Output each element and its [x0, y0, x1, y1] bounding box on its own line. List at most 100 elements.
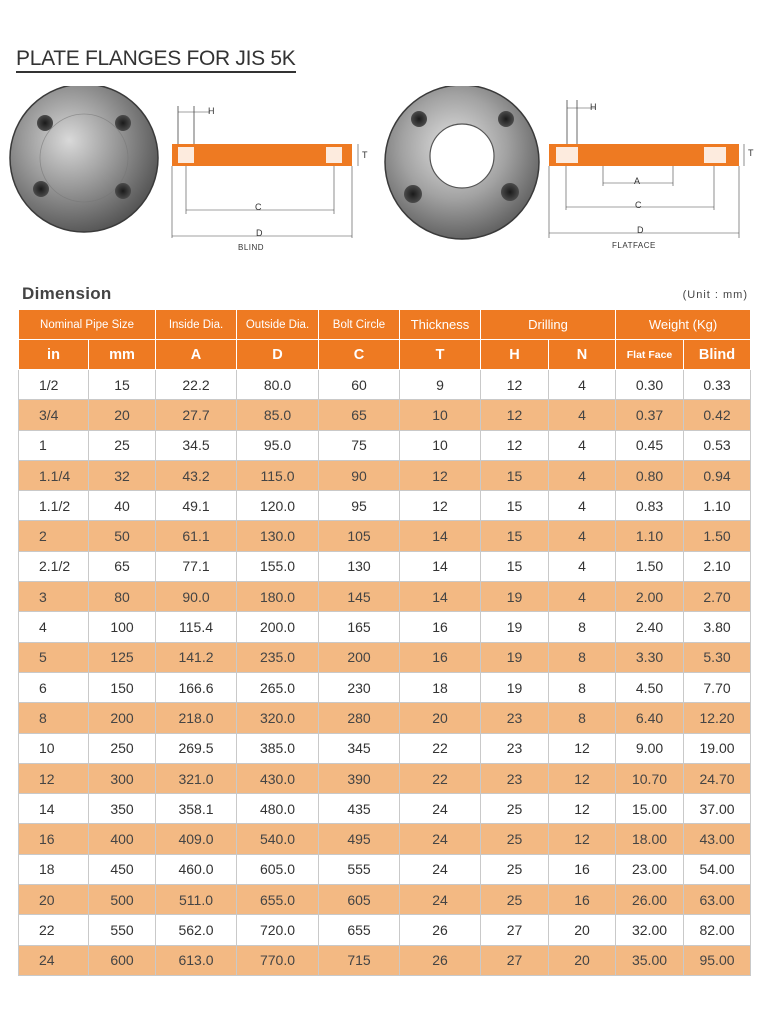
cell-drill-n: 4 [547, 520, 617, 552]
cell-thickness: 10 [399, 429, 481, 461]
header-blind: Blind [683, 339, 752, 370]
cell-mm: 450 [88, 853, 156, 886]
cell-weight-blind: 0.42 [683, 399, 752, 431]
cell-in: 16 [18, 823, 89, 855]
cell-bolt-circle: 435 [318, 793, 400, 825]
blind-section-drawing: H T C D BLIND [171, 106, 368, 252]
cell-mm: 100 [88, 611, 156, 643]
cell-in: 1.1/4 [18, 459, 89, 492]
flatface-a-label: A [634, 176, 640, 186]
cell-drill-n: 20 [547, 944, 617, 976]
cell-mm: 400 [88, 823, 156, 855]
cell-drill-h: 25 [480, 853, 549, 886]
cell-weight-blind: 37.00 [683, 793, 752, 825]
cell-inside-dia: 562.0 [155, 914, 237, 946]
flatface-h-label: H [590, 102, 597, 112]
cell-weight-blind: 12.20 [683, 702, 752, 734]
cell-inside-dia: 460.0 [155, 853, 237, 886]
cell-drill-h: 23 [480, 702, 549, 734]
cell-bolt-circle: 130 [318, 550, 400, 583]
cell-weight-flat-face: 23.00 [615, 853, 685, 886]
cell-mm: 32 [88, 459, 156, 492]
header-t: T [399, 339, 481, 370]
cell-outside-dia: 200.0 [236, 611, 319, 643]
table-row: 8 200 218.0 320.0 280 20 23 8 6.40 12.20 [18, 702, 752, 734]
cell-thickness: 20 [399, 702, 481, 734]
cell-outside-dia: 480.0 [236, 793, 319, 825]
cell-drill-h: 25 [480, 884, 549, 916]
cell-in: 6 [18, 671, 89, 704]
cell-weight-flat-face: 1.10 [615, 520, 685, 552]
cell-bolt-circle: 200 [318, 641, 400, 673]
cell-bolt-circle: 555 [318, 853, 400, 886]
cell-weight-flat-face: 1.50 [615, 550, 685, 583]
cell-weight-flat-face: 0.30 [615, 368, 685, 401]
cell-weight-flat-face: 35.00 [615, 944, 685, 976]
cell-inside-dia: 90.0 [155, 581, 237, 613]
cell-inside-dia: 115.4 [155, 611, 237, 643]
header-inside-dia: Inside Dia. [155, 309, 237, 340]
cell-drill-h: 12 [480, 368, 549, 401]
cell-weight-flat-face: 9.00 [615, 732, 685, 764]
cell-drill-n: 8 [547, 702, 617, 734]
cell-in: 1/2 [18, 368, 89, 401]
header-nominal-pipe-size: Nominal Pipe Size [18, 309, 156, 340]
header-weight: Weight (Kg) [615, 309, 752, 340]
cell-bolt-circle: 345 [318, 732, 400, 764]
cell-drill-h: 15 [480, 459, 549, 492]
cell-outside-dia: 95.0 [236, 429, 319, 461]
cell-weight-blind: 3.80 [683, 611, 752, 643]
cell-inside-dia: 141.2 [155, 641, 237, 673]
cell-weight-flat-face: 2.00 [615, 581, 685, 613]
header-outside-dia: Outside Dia. [236, 309, 319, 340]
cell-bolt-circle: 605 [318, 884, 400, 916]
cell-bolt-circle: 95 [318, 490, 400, 522]
table-row: 22 550 562.0 720.0 655 26 27 20 32.00 82.00 [18, 914, 752, 946]
cell-weight-flat-face: 2.40 [615, 611, 685, 643]
cell-outside-dia: 720.0 [236, 914, 319, 946]
cell-in: 2.1/2 [18, 550, 89, 583]
cell-outside-dia: 385.0 [236, 732, 319, 764]
cell-in: 4 [18, 611, 89, 643]
cell-outside-dia: 80.0 [236, 368, 319, 401]
cell-drill-n: 16 [547, 853, 617, 886]
cell-mm: 350 [88, 793, 156, 825]
dimension-heading: Dimension [22, 284, 112, 303]
cell-weight-blind: 82.00 [683, 914, 752, 946]
cell-thickness: 9 [399, 368, 481, 401]
cell-in: 3/4 [18, 399, 89, 431]
cell-weight-flat-face: 4.50 [615, 671, 685, 704]
cell-thickness: 24 [399, 884, 481, 916]
cell-thickness: 22 [399, 732, 481, 764]
table-row: 24 600 613.0 770.0 715 26 27 20 35.00 95.00 [18, 944, 752, 976]
header-drilling: Drilling [479, 309, 617, 340]
cell-inside-dia: 27.7 [155, 399, 237, 431]
cell-mm: 250 [88, 732, 156, 764]
cell-in: 2 [18, 520, 89, 552]
cell-drill-n: 4 [547, 399, 617, 431]
cell-in: 8 [18, 702, 89, 734]
table-row: 20 500 511.0 655.0 605 24 25 16 26.00 63.00 [18, 884, 752, 916]
table-row: 5 125 141.2 235.0 200 16 19 8 3.30 5.30 [18, 641, 752, 673]
header-a: A [155, 339, 237, 370]
cell-mm: 150 [88, 671, 156, 704]
cell-drill-h: 27 [480, 944, 549, 976]
cell-drill-h: 23 [480, 762, 549, 795]
cell-drill-n: 8 [547, 611, 617, 643]
cell-weight-blind: 1.50 [683, 520, 752, 552]
cell-in: 1.1/2 [18, 490, 89, 522]
cell-bolt-circle: 65 [318, 399, 400, 431]
cell-drill-h: 25 [480, 793, 549, 825]
cell-mm: 25 [88, 429, 156, 461]
cell-bolt-circle: 495 [318, 823, 400, 855]
cell-in: 24 [18, 944, 89, 976]
table-row: 1.1/2 40 49.1 120.0 95 12 15 4 0.83 1.10 [18, 490, 752, 522]
cell-inside-dia: 43.2 [155, 459, 237, 492]
cell-mm: 40 [88, 490, 156, 522]
cell-thickness: 14 [399, 550, 481, 583]
table-row: 1 25 34.5 95.0 75 10 12 4 0.45 0.53 [18, 429, 752, 461]
cell-drill-h: 15 [480, 490, 549, 522]
cell-drill-h: 15 [480, 520, 549, 552]
table-row: 18 450 460.0 605.0 555 24 25 16 23.00 54.00 [18, 853, 752, 886]
flatface-t-label: T [748, 148, 754, 158]
